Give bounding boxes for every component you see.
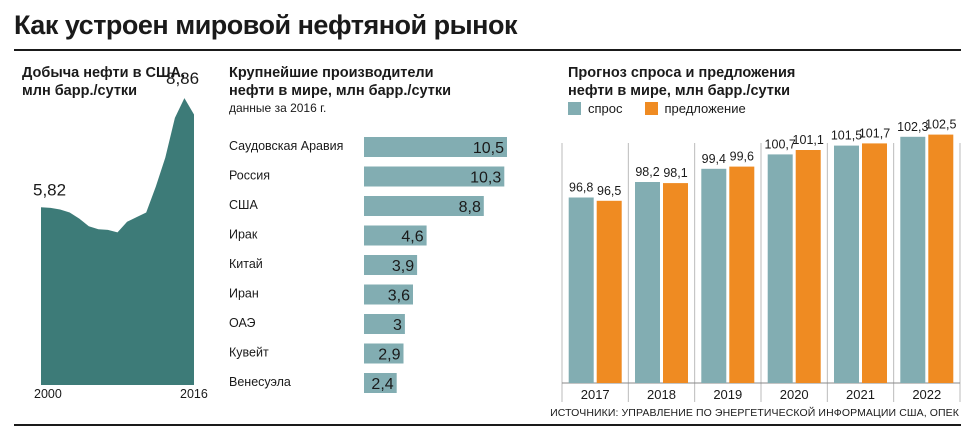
producer-bar <box>364 373 397 393</box>
producer-value-label: 3,6 <box>388 288 410 305</box>
producer-bar <box>364 314 405 334</box>
producer-bar <box>364 225 427 246</box>
demand-value-label: 100,7 <box>765 137 796 151</box>
producer-label: ОАЭ <box>229 316 256 330</box>
producer-bar <box>364 343 404 364</box>
legend-supply-swatch <box>644 102 658 115</box>
supply-bar <box>862 143 887 383</box>
legend-supply-label: предложение <box>664 101 746 116</box>
source-note: ИСТОЧНИКИ: УПРАВЛЕНИЕ ПО ЭНЕРГЕТИЧЕСКОЙ … <box>550 407 959 419</box>
producer-label: Россия <box>229 169 270 183</box>
producer-label: США <box>229 198 258 212</box>
demand-bar <box>568 197 594 383</box>
us-production-title: Добыча нефти в США, млн барр./сутки <box>22 65 186 99</box>
producer-value-label: 2,4 <box>371 376 393 393</box>
demand-bar <box>701 168 727 383</box>
x-tick-label: 2019 <box>713 387 742 402</box>
producer-value-label: 3 <box>393 317 402 334</box>
forecast-legend: спрос предложение <box>568 101 746 116</box>
bottom-divider <box>14 424 961 426</box>
demand-bar <box>900 136 926 383</box>
legend-demand-label: спрос <box>588 101 623 116</box>
supply-bar <box>729 166 755 383</box>
supply-value-label: 102,5 <box>925 118 956 132</box>
x-tick-label: 2021 <box>846 387 875 402</box>
supply-value-label: 96,5 <box>597 184 621 198</box>
supply-bar <box>795 150 821 383</box>
producer-bar <box>364 255 418 275</box>
forecast-title: Прогноз спроса и предложения нефти в мир… <box>568 65 796 99</box>
supply-bar <box>663 183 688 383</box>
supply-value-label: 99,6 <box>730 150 754 164</box>
title-divider <box>14 49 961 51</box>
demand-value-label: 101,5 <box>831 129 862 143</box>
demand-bar <box>635 182 660 383</box>
demand-value-label: 98,2 <box>635 165 659 179</box>
producer-bar <box>364 166 505 187</box>
producer-label: Венесуэла <box>229 375 291 389</box>
producer-value-label: 4,6 <box>401 229 423 246</box>
supply-bar <box>928 134 954 383</box>
supply-value-label: 98,1 <box>663 166 687 180</box>
x-tick-label: 2017 <box>581 387 610 402</box>
producer-label: Иран <box>229 287 259 301</box>
demand-value-label: 96,8 <box>569 181 593 195</box>
x-tick-label: 2018 <box>647 387 676 402</box>
demand-value-label: 99,4 <box>702 152 726 166</box>
producer-bar <box>364 284 413 305</box>
demand-value-label: 102,3 <box>897 120 928 134</box>
us-production-end-label: 8,86 <box>166 69 199 88</box>
producer-label: Китай <box>229 257 263 271</box>
producer-value-label: 3,9 <box>392 258 414 275</box>
page-title: Как устроен мировой нефтяной рынок <box>14 10 517 40</box>
x-tick-label: 2022 <box>912 387 941 402</box>
producer-label: Ирак <box>229 228 258 242</box>
producer-value-label: 10,5 <box>473 140 504 157</box>
x-tick-label: 2020 <box>780 387 809 402</box>
us-production-area <box>41 98 194 385</box>
demand-bar <box>767 154 793 383</box>
x-tick-label-start: 2000 <box>34 387 62 401</box>
x-tick-label-end: 2016 <box>180 387 208 401</box>
producer-label: Саудовская Аравия <box>229 139 343 153</box>
top-producers-title: Крупнейшие производители нефти в мире, м… <box>229 65 452 99</box>
supply-bar <box>596 200 622 383</box>
supply-value-label: 101,7 <box>859 126 890 140</box>
legend-demand-swatch <box>568 102 581 115</box>
producer-value-label: 8,8 <box>459 199 481 216</box>
us-production-start-label: 5,82 <box>33 180 66 199</box>
producer-value-label: 2,9 <box>378 347 400 364</box>
producer-label: Кувейт <box>229 346 269 360</box>
supply-value-label: 101,1 <box>793 133 824 147</box>
demand-bar <box>834 145 859 383</box>
top-producers-note: данные за 2016 г. <box>229 101 327 115</box>
producer-bar <box>364 137 507 157</box>
producer-value-label: 10,3 <box>470 170 501 187</box>
producer-bar <box>364 196 484 216</box>
